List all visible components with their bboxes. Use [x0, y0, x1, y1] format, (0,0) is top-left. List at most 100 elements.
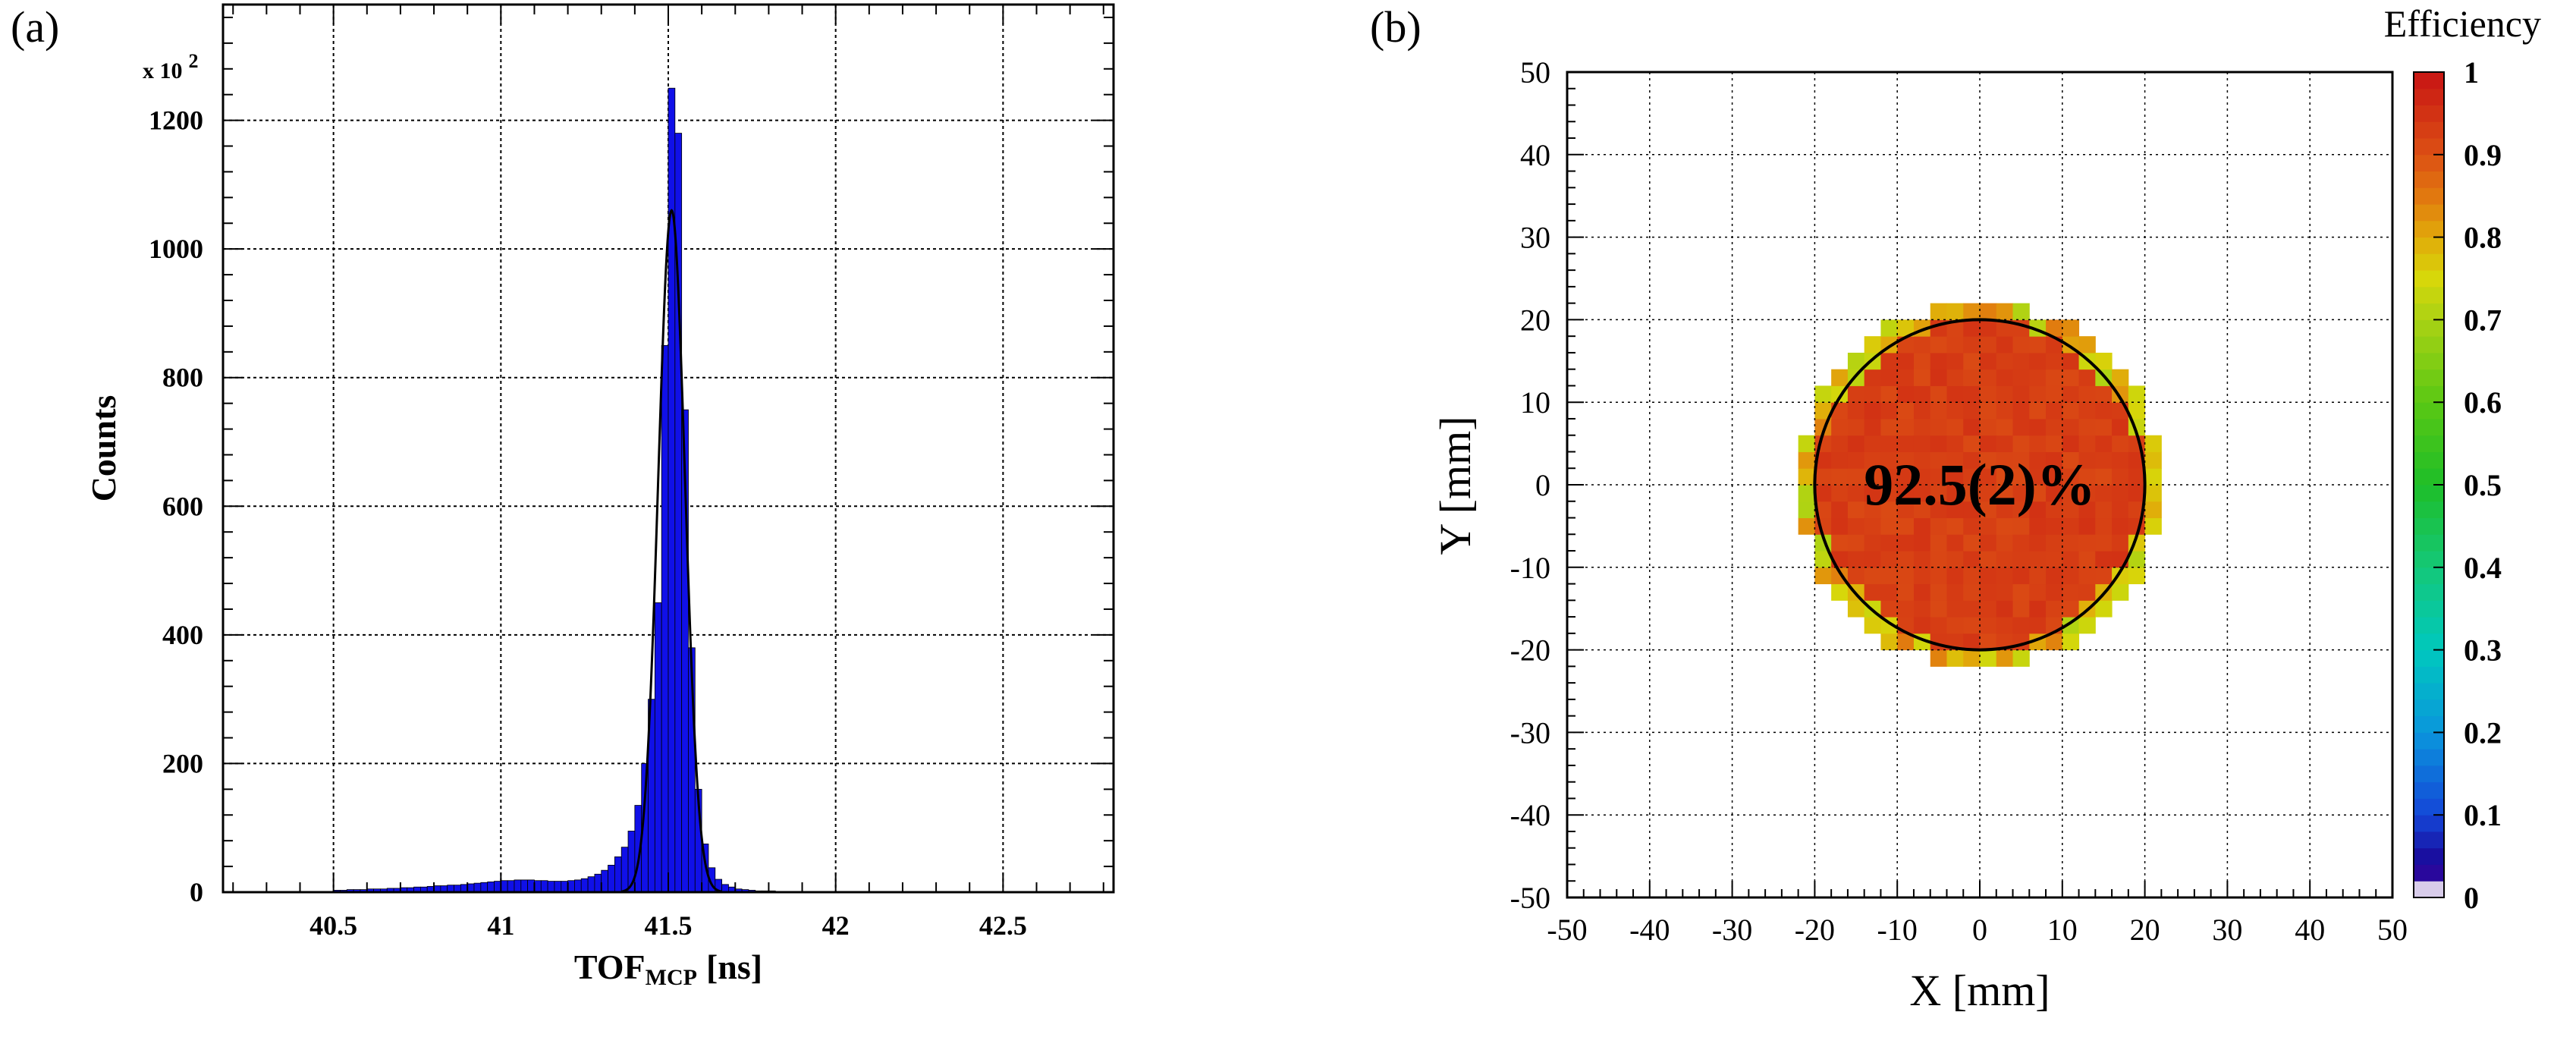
histogram-bar — [567, 880, 575, 893]
heatmap-cell — [2046, 319, 2063, 337]
heatmap-cell — [1880, 600, 1898, 618]
panel-b-x-tick-label: 50 — [2377, 913, 2408, 947]
panel-b-y-tick-label: -50 — [1510, 881, 1550, 915]
heatmap-cell — [1798, 517, 1815, 535]
heatmap-cell — [2012, 468, 2030, 486]
histogram-bar — [507, 880, 515, 893]
panel-b-y-tick-label: -30 — [1510, 715, 1550, 750]
heatmap-cell — [2046, 451, 2063, 469]
heatmap-cell — [1963, 369, 1981, 386]
heatmap-cell — [2012, 583, 2030, 601]
panel-b-y-tick-labels: -50 -40 -30 -20 -10 0 10 20 30 40 50 — [1510, 55, 1550, 915]
heatmap-cell — [1963, 451, 1981, 469]
colorbar-swatch — [2414, 699, 2444, 717]
colorbar-swatch — [2414, 88, 2444, 106]
panel-a-y-tick-label: 800 — [162, 363, 203, 393]
colorbar-swatch — [2414, 781, 2444, 799]
heatmap-cell — [1930, 418, 1947, 436]
heatmap-cell — [1847, 485, 1865, 502]
heatmap-cell — [2012, 435, 2030, 452]
heatmap-cell — [1980, 567, 1997, 585]
heatmap-cell — [1864, 517, 1881, 535]
heatmap-cell — [2128, 385, 2146, 403]
colorbar-swatch — [2414, 418, 2444, 436]
heatmap-cell — [1996, 517, 2014, 535]
heatmap-cell — [2078, 485, 2096, 502]
heatmap-cell — [1946, 567, 1964, 585]
panel-b-x-tick-label: -20 — [1795, 913, 1835, 947]
heatmap-cell — [1864, 336, 1881, 354]
colorbar-swatch — [2414, 798, 2444, 816]
colorbar-swatch — [2414, 451, 2444, 469]
heatmap-cell — [2012, 336, 2030, 354]
heatmap-cell — [1897, 600, 1915, 618]
colorbar-swatch — [2414, 485, 2444, 502]
histogram-bar — [668, 87, 676, 893]
heatmap-cell — [1814, 385, 1832, 403]
heatmap-cell — [2095, 551, 2113, 568]
panel-a-x-tick-label: 41.5 — [645, 910, 693, 941]
panel-b-fiducial-circle — [1813, 318, 2147, 652]
colorbar-swatch — [2414, 715, 2444, 733]
colorbar-swatch — [2414, 121, 2444, 139]
heatmap-cell — [1980, 418, 1997, 436]
heatmap-cell — [1946, 649, 1964, 667]
heatmap-cell — [2029, 385, 2047, 403]
panel-b-x-tick-label: 0 — [1972, 913, 1987, 947]
heatmap-cell — [1946, 319, 1964, 337]
heatmap-cell — [1980, 352, 1997, 370]
heatmap-cell — [1980, 369, 1997, 386]
colorbar-tick-label: 1 — [2464, 55, 2479, 90]
heatmap-cell — [2046, 567, 2063, 585]
colorbar-swatch — [2414, 468, 2444, 486]
heatmap-cell — [1963, 567, 1981, 585]
heatmap-cell — [1963, 617, 1981, 634]
panel-a-label: (a) — [11, 2, 59, 52]
heatmap-cell — [2095, 600, 2113, 618]
heatmap-cell — [1814, 551, 1832, 568]
heatmap-cell — [1897, 418, 1915, 436]
heatmap-cell — [1864, 583, 1881, 601]
heatmap-cell — [1831, 501, 1849, 519]
histogram-bar — [574, 879, 582, 893]
heatmap-cell — [1980, 435, 1997, 452]
heatmap-cell — [2078, 402, 2096, 420]
heatmap-cell — [2012, 617, 2030, 634]
heatmap-cell — [1946, 303, 1964, 320]
heatmap-cell — [1980, 649, 1997, 667]
histogram-bar — [534, 880, 542, 893]
heatmap-cell — [1963, 435, 1981, 452]
heatmap-cell — [1897, 352, 1915, 370]
heatmap-cell — [1880, 517, 1898, 535]
panel-a-y-tick-labels: 0 200 400 600 800 1000 1200 — [149, 105, 203, 907]
heatmap-cell — [2095, 385, 2113, 403]
panel-b-y-tick-label: -20 — [1510, 633, 1550, 668]
heatmap-cell — [1963, 303, 1981, 320]
heatmap-cell — [1897, 385, 1915, 403]
heatmap-cell — [1980, 583, 1997, 601]
panel-a-ticks — [223, 5, 1114, 893]
panel-b-colorbar — [2414, 72, 2444, 898]
heatmap-cell — [2012, 369, 2030, 386]
heatmap-cell — [1946, 468, 1964, 486]
heatmap-cell — [2046, 435, 2063, 452]
heatmap-cell — [2029, 617, 2047, 634]
heatmap-cell — [2078, 451, 2096, 469]
heatmap-cell — [2029, 369, 2047, 386]
colorbar-tick-label: 0.2 — [2464, 715, 2502, 750]
heatmap-cell — [2012, 501, 2030, 519]
heatmap-cell — [2078, 534, 2096, 552]
heatmap-cell — [1930, 336, 1947, 354]
heatmap-cell — [2095, 567, 2113, 585]
heatmap-cell — [1946, 501, 1964, 519]
colorbar-swatch — [2414, 352, 2444, 370]
heatmap-cell — [2062, 468, 2080, 486]
heatmap-cell — [1880, 402, 1898, 420]
heatmap-cell — [2128, 567, 2146, 585]
heatmap-cell — [1913, 551, 1931, 568]
panel-b-efficiency-annotation: 92.5(2)% — [1864, 451, 2095, 517]
heatmap-cell — [2046, 369, 2063, 386]
heatmap-cell — [2062, 385, 2080, 403]
heatmap-cell — [1897, 534, 1915, 552]
heatmap-cell — [2144, 485, 2162, 502]
